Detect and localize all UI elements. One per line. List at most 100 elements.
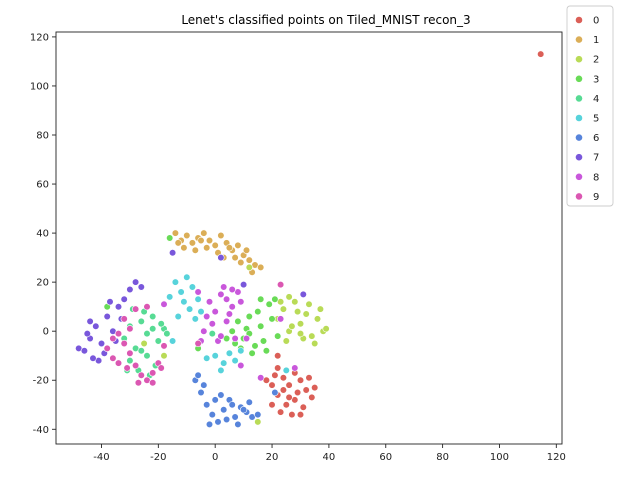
point-8-14: [194, 288, 202, 296]
point-8-22: [160, 300, 168, 308]
point-1-6: [200, 229, 208, 237]
point-9-12: [120, 315, 128, 323]
point-5-18: [166, 293, 174, 301]
point-1-9: [217, 231, 225, 240]
point-0-3: [285, 381, 293, 389]
point-2-21: [254, 418, 262, 426]
point-9-5: [132, 361, 140, 370]
point-4-8: [126, 357, 134, 365]
point-1-3: [183, 231, 191, 240]
legend-label-2: 2: [593, 55, 599, 66]
y-tick-label-7: 100: [30, 81, 49, 92]
point-4-6: [154, 337, 162, 345]
point-6-22: [271, 388, 279, 397]
point-5-8: [191, 315, 199, 323]
point-3-13: [259, 337, 268, 345]
point-0-1: [274, 364, 282, 372]
x-tick-label-1: -20: [150, 452, 166, 463]
point-7-16: [106, 298, 114, 306]
legend-box: [566, 5, 614, 207]
point-5-6: [180, 298, 188, 306]
point-7-3: [92, 322, 100, 330]
legend-marker-4: [575, 94, 583, 103]
point-2-7: [313, 315, 322, 323]
point-6-15: [217, 391, 225, 399]
point-5-17: [282, 366, 290, 375]
point-5-0: [171, 278, 179, 286]
point-6-2: [203, 401, 211, 409]
point-8-18: [228, 285, 236, 294]
point-6-18: [234, 420, 242, 429]
point-0-18: [305, 374, 313, 382]
legend: 0 1 2 3 4 5 6 7 8 9: [566, 5, 614, 207]
point-0-25: [274, 352, 282, 360]
point-2-17: [322, 325, 330, 333]
point-2-20: [245, 263, 253, 272]
legend-label-0: 0: [593, 16, 599, 27]
point-4-4: [143, 330, 151, 338]
point-0-0: [537, 50, 545, 58]
point-3-6: [262, 347, 271, 355]
point-1-18: [191, 246, 199, 254]
point-9-6: [137, 371, 145, 379]
point-8-10: [225, 310, 233, 318]
series-9: [103, 281, 285, 387]
point-3-12: [254, 308, 262, 316]
y-tick-label-0: -40: [33, 425, 49, 436]
x-tick-label-0: -40: [93, 452, 109, 463]
point-8-20: [277, 315, 285, 323]
point-0-2: [279, 374, 288, 382]
point-9-3: [120, 339, 128, 348]
y-axis: -40 -20 0 20 40 60 80 100 120: [30, 32, 56, 436]
point-9-0: [103, 344, 111, 353]
point-2-13: [288, 322, 296, 330]
point-9-14: [143, 303, 151, 311]
legend-label-4: 4: [593, 94, 599, 105]
point-6-12: [200, 381, 208, 389]
point-7-7: [114, 303, 123, 311]
point-4-20: [208, 330, 216, 338]
chart-title: Lenet's classified points on Tiled_MNIST…: [181, 13, 470, 27]
point-4-10: [143, 352, 151, 360]
point-8-23: [257, 374, 265, 382]
x-tick-label-4: 40: [323, 452, 336, 463]
legend-marker-1: [575, 35, 583, 44]
point-7-8: [120, 295, 128, 303]
plot-frame: [55, 31, 563, 445]
point-5-4: [194, 295, 202, 303]
legend-label-3: 3: [593, 74, 599, 85]
point-2-5: [302, 310, 310, 318]
point-5-12: [225, 349, 233, 357]
series-2: [140, 263, 330, 426]
point-8-6: [200, 327, 208, 335]
point-3-18: [257, 295, 265, 303]
x-tick-label-3: 20: [266, 452, 279, 463]
point-0-13: [277, 408, 285, 416]
point-3-8: [274, 332, 282, 340]
legend-marker-8: [575, 172, 583, 181]
x-tick-label-8: 120: [547, 452, 566, 463]
point-7-23: [299, 290, 307, 299]
y-tick-label-8: 120: [30, 32, 49, 43]
point-9-17: [134, 379, 142, 387]
point-7-11: [137, 283, 145, 291]
point-9-19: [157, 364, 165, 372]
point-7-9: [126, 285, 134, 294]
point-4-12: [157, 320, 165, 328]
point-9-2: [114, 359, 123, 367]
point-2-22: [140, 339, 148, 348]
legend-marker-0: [575, 16, 583, 24]
point-1-17: [180, 244, 188, 252]
point-8-19: [291, 364, 299, 372]
point-7-22: [240, 281, 248, 289]
point-0-12: [308, 393, 316, 402]
point-0-19: [279, 386, 288, 394]
x-tick-label-2: 0: [212, 452, 218, 463]
point-7-19: [83, 330, 91, 338]
point-5-10: [211, 352, 219, 360]
point-2-19: [296, 330, 305, 338]
point-9-21: [277, 281, 285, 289]
point-9-22: [194, 339, 202, 348]
point-1-25: [197, 236, 205, 245]
point-0-21: [271, 371, 279, 379]
